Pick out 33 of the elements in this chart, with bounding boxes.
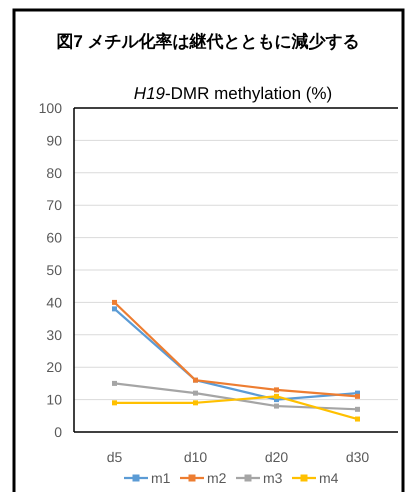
point [355, 406, 360, 412]
point [112, 300, 117, 305]
legend-label: m1 [151, 470, 171, 486]
x-tick-label: d30 [346, 449, 370, 465]
legend-label: m3 [263, 470, 283, 486]
point [355, 416, 360, 422]
point [193, 400, 198, 406]
y-tick-label: 40 [46, 294, 62, 310]
point [193, 390, 198, 396]
y-tick-label: 60 [46, 230, 62, 246]
point [112, 306, 117, 312]
y-tick-label: 90 [46, 132, 62, 148]
y-tick-label: 0 [54, 424, 62, 440]
y-tick-label: 100 [38, 100, 62, 116]
chart-subtitle: H19-DMR methylation (%) [134, 84, 332, 103]
y-tick-label: 20 [46, 359, 62, 376]
point [274, 387, 279, 392]
point [274, 394, 279, 399]
y-tick-label: 70 [46, 197, 62, 214]
y-tick-label: 30 [46, 326, 62, 343]
x-tick-label: d10 [184, 449, 208, 465]
point [112, 400, 117, 406]
legend-label: m2 [207, 470, 227, 486]
x-tick-label: d20 [264, 449, 288, 465]
x-tick-label: d5 [106, 449, 122, 465]
point [274, 404, 279, 409]
y-tick-label: 50 [46, 262, 62, 278]
legend-label: m4 [319, 470, 339, 486]
point [355, 394, 360, 399]
chart-title: 図7 メチル化率は継代とともに減少する [56, 32, 360, 51]
y-tick-label: 80 [46, 164, 62, 181]
y-tick-label: 10 [46, 392, 62, 408]
point [112, 380, 117, 386]
